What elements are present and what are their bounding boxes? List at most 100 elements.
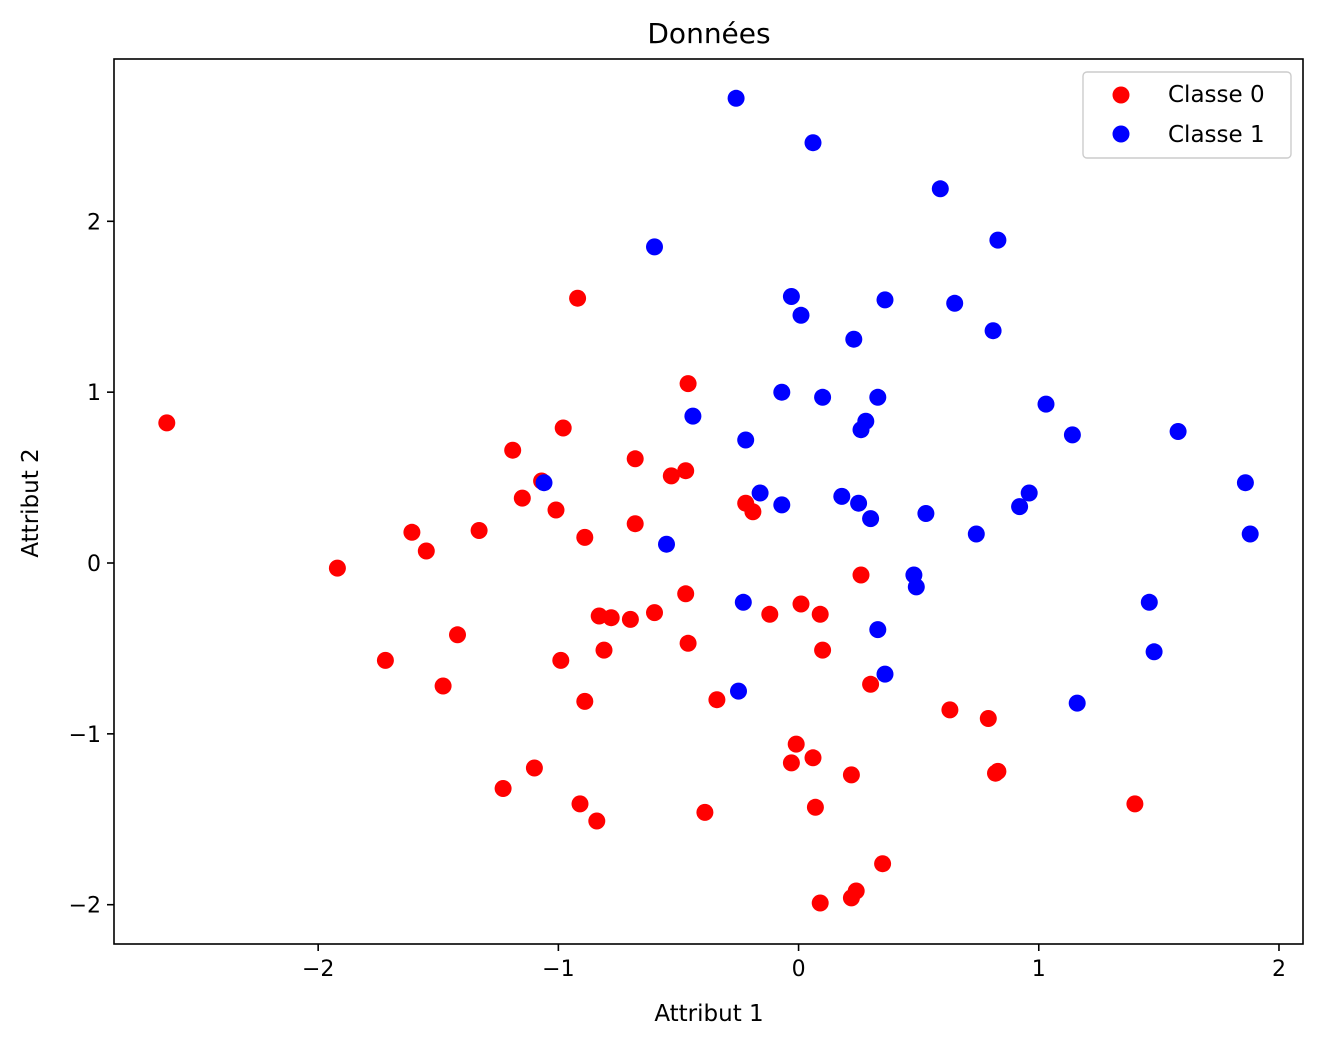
point-classe-0-7 [470,522,488,539]
point-classe-0-32 [679,375,697,393]
point-classe-1-37 [1068,694,1086,712]
point-classe-1-30 [967,525,985,543]
point-classe-1-6 [734,593,752,611]
point-classe-1-29 [946,294,964,312]
point-classe-1-22 [869,388,887,406]
x-axis-ticks: −2 −1 0 1 2 [302,944,1286,982]
x-tick-label: −1 [542,957,574,982]
point-classe-0-38 [782,754,800,772]
legend-box [1082,71,1292,159]
point-classe-0-49 [852,566,870,584]
x-tick-label: −2 [302,957,334,982]
point-classe-0-2 [376,651,394,669]
point-classe-1-13 [804,134,822,152]
point-classe-0-28 [662,467,680,485]
point-classe-1-11 [782,288,800,305]
y-tick-label: 0 [87,552,101,577]
point-classe-1-36 [1063,426,1081,444]
point-classe-0-1 [328,559,346,577]
point-classe-1-33 [1011,498,1029,516]
point-classe-0-0 [158,414,176,432]
point-classe-0-48 [847,882,865,900]
point-classe-0-14 [552,651,570,669]
x-tick-label: 0 [792,957,806,982]
point-classe-0-50 [862,675,880,693]
y-axis-label: Attribut 2 [18,448,44,557]
point-classe-0-18 [576,528,594,546]
point-classe-0-8 [494,780,512,797]
point-classe-0-55 [989,762,1007,780]
point-classe-0-22 [595,641,613,659]
point-classe-1-12 [792,306,810,324]
point-classe-0-45 [814,641,832,659]
point-classe-1-32 [989,231,1007,249]
point-classe-0-52 [941,701,959,719]
point-classe-0-56 [1126,795,1144,813]
plot-frame [113,58,1304,945]
point-classe-0-23 [602,609,620,627]
chart-title: Données [647,17,770,50]
point-classe-0-3 [403,523,421,541]
point-classe-0-51 [874,855,892,873]
point-classe-0-10 [513,489,531,507]
point-classe-1-14 [814,388,832,406]
x-tick-label: 1 [1032,957,1046,982]
point-classe-1-27 [917,505,935,522]
point-classe-0-24 [621,610,639,628]
y-axis-ticks: −2 −1 0 1 2 [69,210,114,919]
point-classe-0-26 [626,515,644,533]
point-classe-0-6 [449,626,466,644]
point-classe-0-46 [842,766,860,784]
point-classe-1-15 [833,487,851,505]
point-classe-1-28 [931,180,949,198]
point-classe-0-29 [677,462,695,480]
point-classe-0-41 [804,749,822,767]
point-classe-0-25 [626,450,644,468]
y-tick-label: 2 [87,210,101,235]
point-classe-1-19 [857,412,875,430]
point-classe-0-40 [792,595,810,613]
x-tick-label: 2 [1272,957,1286,982]
point-classe-1-8 [751,484,769,502]
scatter-points [158,89,1259,912]
point-classe-1-5 [730,682,747,700]
point-classe-1-40 [1169,423,1187,440]
point-classe-1-42 [1241,525,1259,543]
legend-label-classe-0: Classe 0 [1168,82,1265,108]
point-classe-1-0 [535,474,553,492]
point-classe-0-34 [708,691,726,709]
point-classe-0-42 [806,798,824,816]
point-classe-0-30 [677,585,695,603]
point-classe-1-7 [737,431,755,449]
point-classe-0-31 [679,634,697,652]
point-classe-1-39 [1145,643,1163,661]
point-classe-1-31 [984,322,1002,340]
point-classe-0-27 [646,604,663,622]
point-classe-1-10 [773,496,791,514]
point-classe-0-39 [787,735,805,753]
point-classe-0-53 [979,710,997,727]
point-classe-0-36 [744,503,762,521]
point-classe-1-17 [850,494,868,512]
y-tick-label: −1 [69,723,101,748]
point-classe-0-4 [417,542,435,560]
point-classe-1-9 [773,383,791,401]
point-classe-1-16 [845,330,863,348]
point-classe-0-19 [576,692,594,710]
point-classe-0-43 [811,605,829,623]
legend: Classe 0 Classe 1 [1082,71,1292,159]
point-classe-0-44 [811,894,829,912]
y-tick-label: −2 [69,894,101,919]
point-classe-0-16 [569,289,587,307]
point-classe-1-41 [1236,474,1254,492]
point-classe-0-5 [434,677,452,695]
point-classe-1-3 [684,407,702,425]
point-classe-0-9 [504,441,522,459]
point-classe-0-20 [588,812,606,830]
point-classe-0-33 [696,803,714,821]
point-classe-0-13 [547,501,565,519]
point-classe-1-34 [1020,484,1038,502]
legend-marker-classe-1 [1112,125,1130,143]
y-tick-label: 1 [87,381,101,406]
